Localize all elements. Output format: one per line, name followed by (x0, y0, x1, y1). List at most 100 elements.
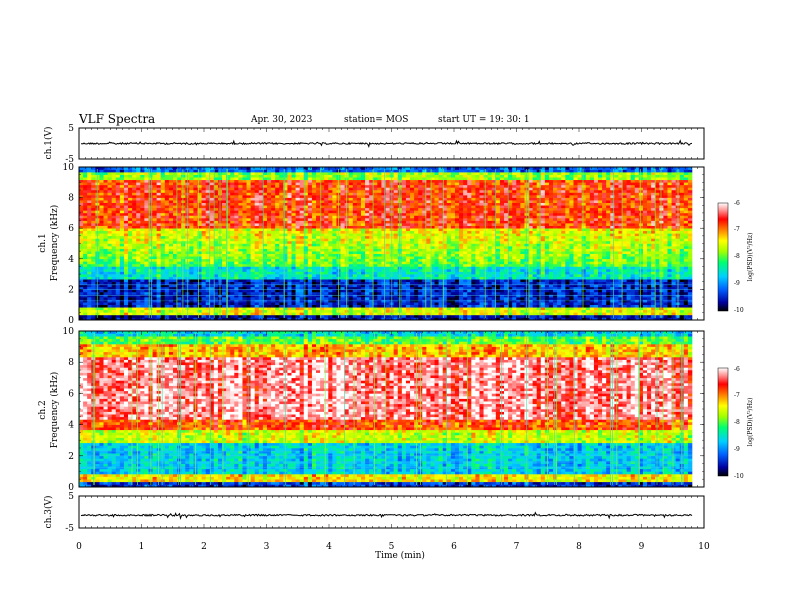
spectrogram-cell (79, 286, 84, 290)
spectrogram-cell (152, 187, 157, 191)
spectrogram-cell (393, 215, 399, 219)
spectrogram-cell (136, 169, 141, 173)
spectrogram-cell (279, 266, 284, 270)
spectrogram-cell (356, 263, 362, 267)
spectrogram-cell (365, 261, 370, 265)
spectrogram-cell (99, 307, 104, 311)
spectrogram-cell (222, 218, 227, 221)
spectrogram-cell (307, 271, 313, 275)
spectrogram-cell (193, 304, 198, 308)
spectrogram-cell (324, 228, 329, 232)
spectrogram-cell (283, 251, 288, 254)
spectrogram-cell (234, 289, 239, 293)
spectrogram-cell (238, 309, 243, 313)
spectrogram-cell (168, 263, 174, 267)
spectrogram-cell (311, 253, 317, 257)
spectrogram-cell (119, 302, 125, 305)
spectrogram-cell (299, 263, 305, 267)
spectrogram-cell (83, 302, 88, 305)
spectrogram-cell (377, 197, 382, 201)
spectrogram-cell (99, 230, 104, 234)
spectrogram-cell (201, 212, 206, 216)
spectrogram-cell (328, 210, 333, 214)
spectrogram-cell (140, 169, 145, 173)
spectrogram-cell (332, 218, 337, 221)
spectrogram-cell (401, 266, 407, 270)
spectrogram-cell (324, 258, 329, 262)
spectrogram-cell (136, 207, 141, 211)
spectrogram-cell (385, 174, 390, 178)
spectrogram-cell (156, 220, 162, 224)
spectrogram-cell (393, 248, 399, 252)
spectrogram-cell (250, 215, 256, 219)
spectrogram-cell (209, 261, 215, 265)
spectrogram-cell (385, 177, 390, 181)
spectrogram-cell (332, 302, 337, 305)
spectrogram-cell (160, 225, 166, 229)
spectrogram-cell (385, 210, 390, 214)
spectrogram-cell (360, 274, 366, 277)
spectrogram-cell (340, 210, 345, 214)
spectrogram-cell (373, 269, 378, 272)
spectrogram-cell (283, 240, 288, 244)
spectrogram-cell (201, 286, 206, 290)
spectrogram-cell (107, 251, 112, 254)
spectrogram-cell (238, 197, 243, 201)
spectrogram-cell (189, 169, 194, 173)
spectrogram-cell (128, 195, 133, 198)
spectrogram-cell (103, 286, 108, 290)
spectrogram-cell (201, 182, 206, 186)
spectrogram-cell (115, 261, 121, 265)
spectrogram-cell (365, 284, 370, 288)
spectrogram-cell (266, 235, 272, 239)
spectrogram-cell (160, 284, 166, 288)
spectrogram-cell (115, 307, 121, 311)
spectrogram-cell (172, 243, 178, 247)
spectrogram-cell (291, 187, 296, 191)
spectrogram-cell (348, 271, 354, 275)
spectrogram-cell (242, 276, 247, 280)
spectrogram-cell (226, 200, 231, 203)
spectrogram-cell (385, 294, 390, 298)
spectrogram-cell (332, 177, 337, 181)
spectrogram-cell (103, 269, 108, 272)
spectrogram-cell (193, 253, 198, 257)
spectrogram-cell (275, 294, 280, 298)
spectrogram-cell (291, 240, 296, 244)
spectrogram-cell (119, 261, 125, 265)
spectrogram-cell (332, 230, 337, 234)
spectrogram-cell (230, 230, 235, 234)
spectrogram-cell (209, 266, 215, 270)
spectrogram-cell (328, 261, 333, 265)
spectrogram-cell (222, 266, 227, 270)
spectrogram-cell (168, 169, 174, 173)
spectrogram-cell (91, 228, 96, 232)
spectrogram-cell (172, 302, 178, 305)
spectrogram-cell (87, 286, 92, 290)
spectrogram-cell (250, 309, 256, 313)
spectrogram-cell (128, 258, 133, 262)
spectrogram-cell (377, 294, 382, 298)
spectrogram-cell (324, 233, 329, 237)
spectrogram-cell (152, 184, 157, 188)
spectrogram-cell (352, 256, 358, 260)
spectrogram-cell (91, 177, 96, 181)
spectrogram-cell (132, 246, 137, 249)
spectrogram-cell (356, 228, 362, 232)
spectrogram-cell (156, 205, 162, 209)
spectrogram-cell (83, 238, 88, 242)
spectrogram-cell (295, 230, 300, 234)
spectrogram-cell (320, 228, 325, 232)
spectrogram-cell (311, 197, 317, 201)
spectrogram-cell (258, 258, 264, 262)
spectrogram-cell (201, 309, 206, 313)
spectrogram-cell (299, 246, 305, 249)
spectrogram-cell (303, 210, 309, 214)
spectrogram-cell (156, 169, 162, 173)
spectrogram-cell (291, 263, 296, 267)
spectrogram-cell (377, 243, 382, 247)
spectrogram-cell (144, 174, 149, 178)
spectrogram-cell (381, 240, 386, 244)
spectrogram-cell (254, 314, 260, 318)
spectrogram-cell (311, 294, 317, 298)
